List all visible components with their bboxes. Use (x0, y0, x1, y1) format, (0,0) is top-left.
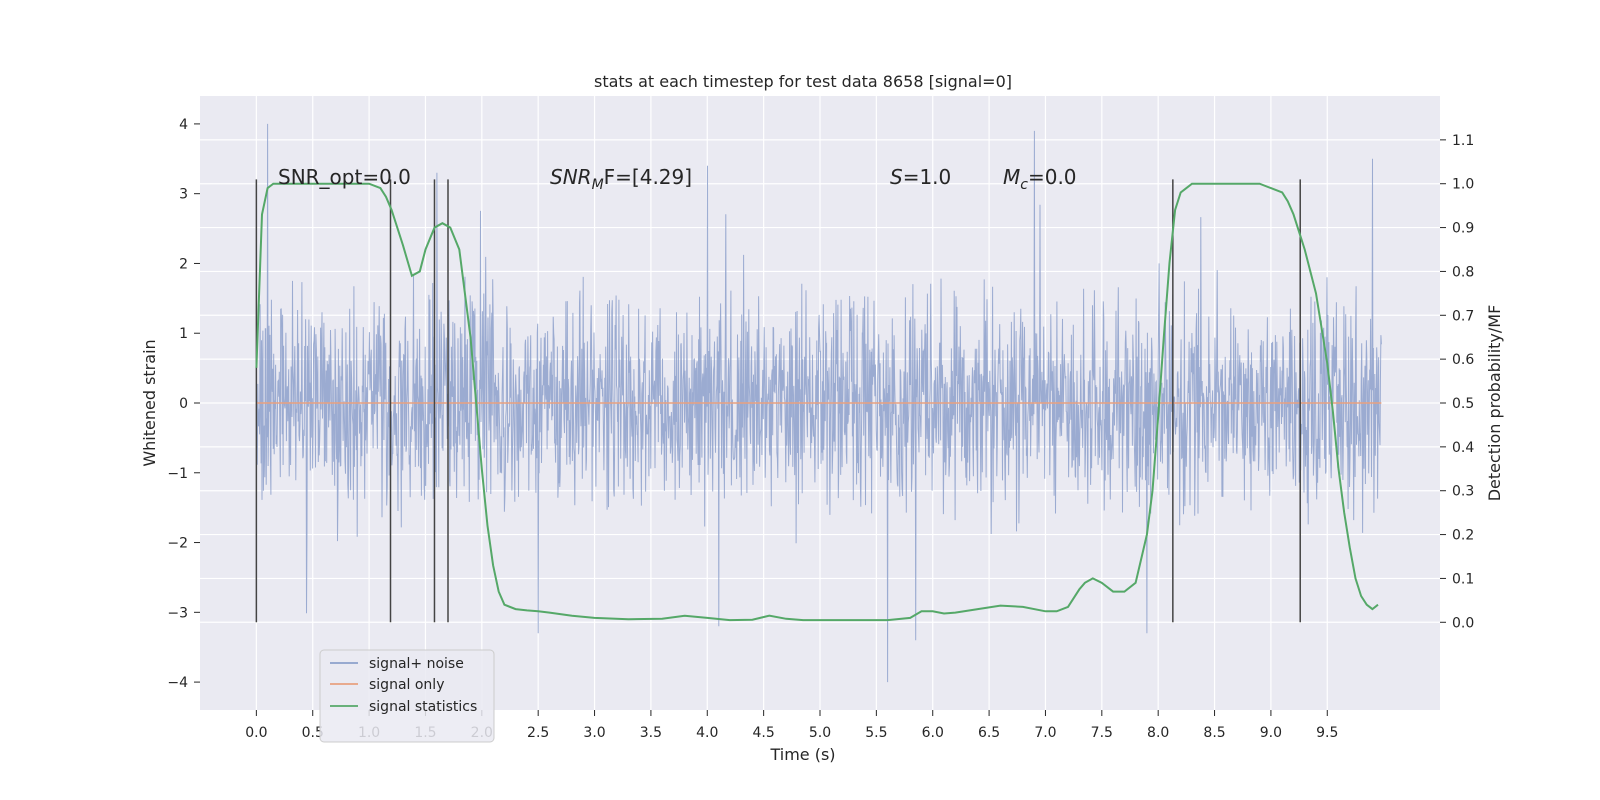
x-tick-label: 5.5 (865, 725, 887, 741)
y-tick-label: 2 (179, 256, 188, 272)
annotation-s: S=1.0 (890, 165, 951, 189)
x-tick-label: 7.5 (1091, 725, 1113, 741)
x-tick-label: 4.5 (753, 725, 775, 741)
x-tick-label: 2.5 (527, 725, 549, 741)
legend: signal+ noise signal only signal statist… (319, 649, 495, 743)
x-tick-label: 4.0 (696, 725, 718, 741)
x-tick-label: 6.5 (978, 725, 1000, 741)
y2-tick-label: 0.3 (1452, 484, 1474, 500)
x-tick-label: 6.0 (922, 725, 944, 741)
y-tick-label: −1 (167, 466, 188, 482)
y2-tick-label: 1.1 (1452, 133, 1474, 149)
x-axis-label: Time (s) (769, 745, 835, 764)
y-tick-label: −4 (167, 675, 188, 691)
y2-tick-label: 1.0 (1452, 177, 1474, 193)
y-axis-ticks: 4 3 2 1 0 −1 −2 −3 −4 (167, 117, 200, 691)
x-tick-label: 8.0 (1147, 725, 1169, 741)
y2-tick-label: 0.0 (1452, 615, 1474, 631)
event-markers (255, 179, 1301, 623)
annotation-mc-sub: c (1020, 177, 1028, 193)
y2-tick-label: 0.4 (1452, 440, 1474, 456)
signal-noise-series (255, 123, 1382, 683)
annotation-mc-base: M (1003, 165, 1020, 189)
y2-tick-label: 0.6 (1452, 352, 1474, 368)
x-tick-label: 9.0 (1260, 725, 1282, 741)
annotation-s-italic: S (890, 165, 903, 189)
legend-box (319, 649, 495, 743)
x-tick-label: 9.5 (1316, 725, 1338, 741)
y2-tick-label: 0.2 (1452, 528, 1474, 544)
y-tick-label: 4 (179, 117, 188, 133)
annotation-s-rest: =1.0 (903, 165, 952, 189)
signal-statistics-series (255, 182, 1379, 622)
y2-tick-label: 0.5 (1452, 396, 1474, 412)
x-tick-label: 3.5 (640, 725, 662, 741)
annotation-snr-mf: SNRMF=[4.29] (550, 165, 692, 193)
y2-tick-label: 0.7 (1452, 308, 1474, 324)
y-tick-label: −2 (167, 536, 188, 552)
legend-label-signal-noise: signal+ noise (369, 656, 464, 672)
legend-label-signal-only: signal only (369, 677, 444, 693)
x-tick-label: 5.0 (809, 725, 831, 741)
y2-tick-label: 0.1 (1452, 571, 1474, 587)
x-tick-label: 7.0 (1034, 725, 1056, 741)
y2-axis-ticks: 1.1 1.0 0.9 0.8 0.7 0.6 0.5 0.4 0.3 0.2 0.1 0.0 (1440, 133, 1474, 631)
x-tick-label: 0.5 (302, 725, 324, 741)
signal-statistics-line (255, 182, 1379, 622)
chart-title: stats at each timestep for test data 865… (594, 72, 1012, 91)
y2-tick-label: 0.9 (1452, 221, 1474, 237)
y-tick-label: −3 (167, 605, 188, 621)
annotation-mc: Mc=0.0 (1003, 165, 1077, 193)
annotations: SNR_opt=0.0 SNRMF=[4.29] S=1.0 Mc=0.0 (278, 165, 1077, 193)
y2-tick-label: 0.8 (1452, 264, 1474, 280)
legend-label-signal-statistics: signal statistics (369, 699, 477, 715)
y-axis-label: Whitened strain (140, 339, 159, 466)
annotation-snr-mf-rest: F=[4.29] (604, 165, 692, 189)
signal-noise-line (255, 123, 1382, 683)
annotation-snr-mf-base: SNR (550, 165, 592, 189)
annotation-snr-opt: SNR_opt=0.0 (278, 165, 411, 189)
annotation-mc-rest: =0.0 (1028, 165, 1077, 189)
annotation-snr-mf-sub: M (592, 177, 604, 193)
y-tick-label: 0 (179, 396, 188, 412)
y-tick-label: 3 (179, 187, 188, 203)
y-tick-label: 1 (179, 326, 188, 342)
y2-axis-label: Detection probability/MF (1485, 305, 1504, 502)
x-tick-label: 3.0 (583, 725, 605, 741)
x-tick-label: 8.5 (1203, 725, 1225, 741)
x-tick-label: 0.0 (245, 725, 267, 741)
